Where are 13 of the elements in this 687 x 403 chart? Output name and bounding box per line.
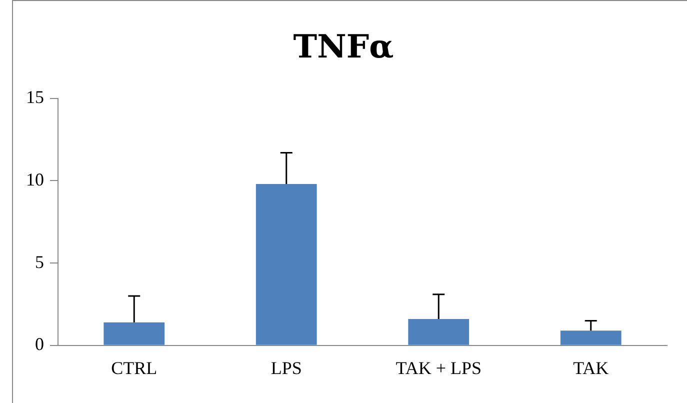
x-tick-label: CTRL (111, 358, 158, 378)
x-tick-label: TAK + LPS (396, 358, 482, 378)
chart-title: TNFα (293, 28, 394, 66)
x-tick-label: LPS (270, 358, 302, 378)
y-tick-label: 5 (35, 252, 44, 272)
x-tick-label: TAK (573, 358, 609, 378)
y-tick-label: 15 (26, 87, 44, 108)
y-tick-label: 10 (26, 169, 44, 190)
bar (560, 330, 622, 345)
bar (256, 184, 317, 345)
y-tick-label: 0 (35, 334, 44, 354)
bar (104, 322, 165, 345)
bar (408, 319, 470, 345)
